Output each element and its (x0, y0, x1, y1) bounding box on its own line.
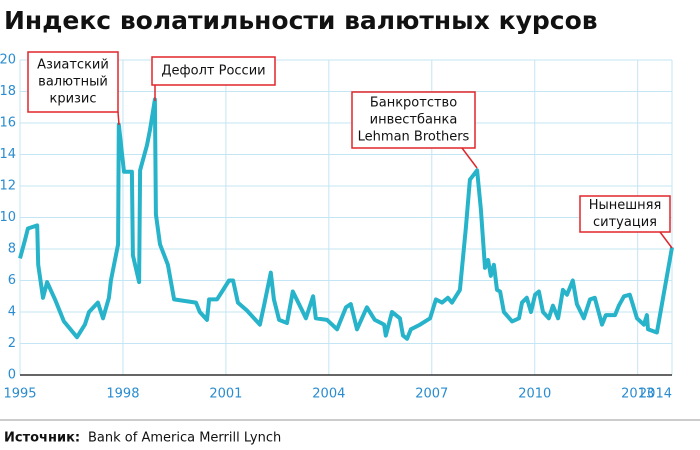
y-tick-label: 0 (8, 368, 16, 383)
annotation-pointer (659, 231, 673, 249)
annotation-text: Нынешняя (589, 198, 662, 213)
y-tick-label: 18 (0, 84, 16, 99)
source-label: Источник: (4, 431, 80, 446)
y-tick-label: 12 (0, 179, 16, 194)
x-tick-label: 2004 (312, 387, 345, 402)
x-tick-label: 1995 (3, 387, 36, 402)
x-tick-label: 2007 (415, 387, 448, 402)
annotation-text: валютный (38, 75, 108, 90)
y-tick-label: 8 (8, 242, 16, 257)
y-tick-label: 10 (0, 210, 16, 225)
y-tick-label: 2 (8, 336, 16, 351)
y-tick-label: 16 (0, 116, 16, 131)
x-tick-label: 2013 (621, 387, 654, 402)
source: Bank of America Merrill Lynch (88, 431, 281, 446)
y-tick-label: 14 (0, 147, 16, 162)
x-tick-label: 2014 (639, 387, 672, 402)
y-tick-label: 20 (0, 53, 16, 68)
x-tick-label: 2010 (518, 387, 551, 402)
chart-title: Индекс волатильности валютных курсов (4, 6, 598, 35)
annotation-box (27, 51, 119, 113)
annotation-text: Дефолт России (161, 64, 265, 79)
x-tick-label: 1998 (106, 387, 139, 402)
annotation-box (579, 195, 671, 233)
annotation-pointer (461, 147, 478, 169)
data-line (18, 97, 674, 341)
annotation-text: инвестбанка (370, 113, 458, 128)
annotation-box (151, 56, 276, 86)
x-tick-label: 2001 (209, 387, 242, 402)
annotation-text: Банкротство (370, 96, 457, 111)
y-tick-label: 6 (8, 273, 16, 288)
annotation-text: Lehman Brothers (358, 130, 470, 145)
annotation-text: ситуация (593, 215, 657, 230)
annotation-text: Азиатский (37, 58, 109, 73)
annotation-text: кризис (49, 92, 96, 107)
y-tick-label: 4 (8, 305, 16, 320)
annotation-pointer (117, 111, 120, 126)
annotation-box (351, 91, 476, 149)
